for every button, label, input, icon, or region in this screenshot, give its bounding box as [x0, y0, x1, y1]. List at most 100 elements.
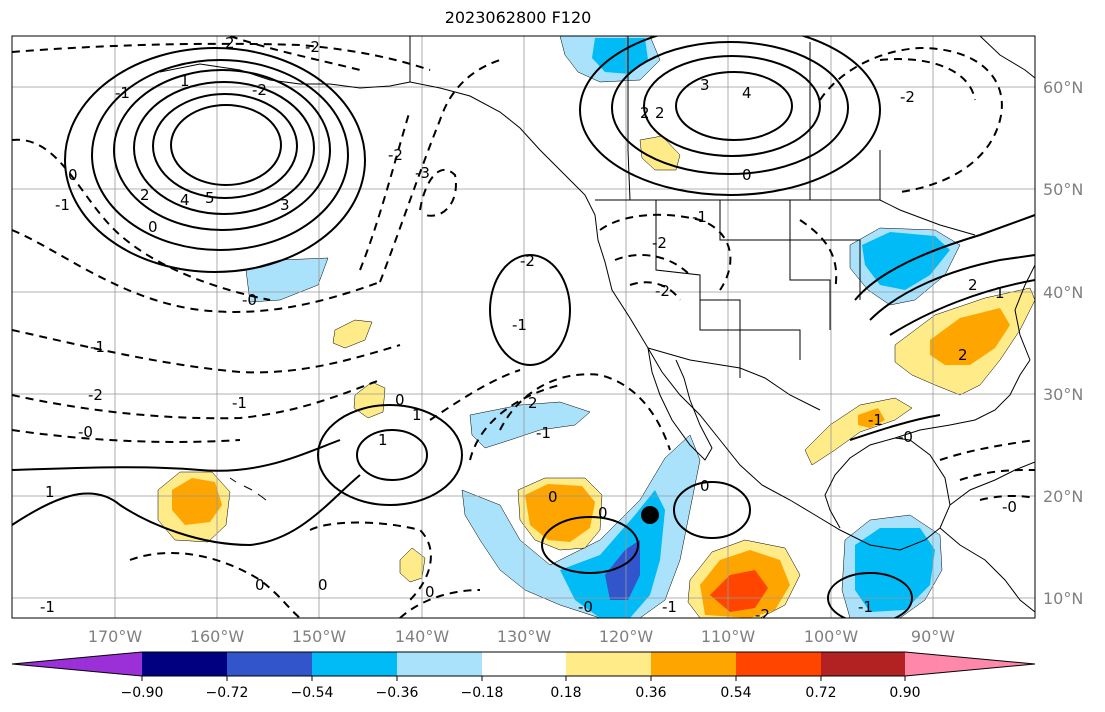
lat-label: 10°N [1043, 589, 1083, 608]
contour-label: -2 [520, 252, 535, 270]
contour-east-us-1 [854, 214, 1035, 301]
contour-label: 0 [700, 477, 710, 495]
border-state-1 [655, 200, 741, 378]
contour-high-subtropical-2 [356, 429, 428, 481]
contour-label: -2 [755, 606, 770, 624]
contour-label: 3 [700, 76, 710, 94]
contour-label: -1 [536, 424, 551, 442]
coast-east-us [1014, 264, 1035, 361]
lat-label: 50°N [1043, 180, 1083, 199]
lon-label: 90°W [911, 627, 955, 646]
dash-north-1 [12, 42, 431, 71]
shade-yellow-pacific-1 [332, 319, 373, 349]
contour-label: 1 [412, 406, 422, 424]
contour-label: -1 [858, 598, 873, 616]
colorbar-segment [12, 652, 142, 676]
coast-gulf-of-mexico [824, 437, 951, 529]
contour-label: 1 [180, 72, 190, 90]
contour-label: 2 [958, 346, 968, 364]
dash-west-coast-4 [614, 254, 691, 276]
contour-label: 1 [995, 284, 1005, 302]
shade-orange-southeast-us [930, 308, 1010, 365]
contour-label: -1 [692, 208, 707, 226]
colorbar-segment [482, 652, 566, 676]
contour-label: -2 [388, 146, 403, 164]
contour-label: 0 [548, 488, 558, 506]
dash-canada-1 [819, 46, 1003, 193]
hawaii-islands [229, 477, 267, 501]
contour-label: 2 [140, 186, 150, 204]
colorbar-tick-label: 0.72 [805, 685, 836, 701]
contour-label: 2 [640, 104, 650, 122]
border-state-4 [699, 300, 801, 360]
contour-high-aleutian-5 [152, 93, 298, 199]
colorbar-tick-label: 0.54 [720, 685, 751, 701]
contour-high-aleutian-2 [91, 59, 349, 251]
border-state-3 [789, 200, 861, 300]
contour-high-ca [827, 572, 913, 618]
dash-west-coast-2 [469, 384, 561, 461]
contour-label: 0 [318, 576, 328, 594]
dash-canada-2 [879, 58, 976, 101]
contour-label: 5 [205, 189, 215, 207]
contour-zero-west [12, 439, 341, 472]
lon-label: 140°W [395, 627, 450, 646]
contour-label: -0 [898, 428, 913, 446]
contour-label: 0 [148, 218, 158, 236]
colorbar-segment [651, 652, 736, 676]
contour-label: 0 [395, 391, 405, 409]
shade-orange-hawaii [172, 478, 222, 525]
lat-label: 20°N [1043, 487, 1083, 506]
colorbar-tick-label: −0.72 [206, 685, 249, 701]
coast-north-america-west [409, 36, 941, 551]
contour-label: -2 [900, 88, 915, 106]
contour-label: 0 [742, 166, 752, 184]
contour-high-aleutian-6 [170, 104, 282, 186]
contour-label: -1 [868, 411, 883, 429]
contour-label: -2 [652, 234, 667, 252]
contour-label: -0 [242, 291, 257, 309]
dash-pacific-5 [12, 429, 241, 443]
colorbar-tick-label: −0.90 [121, 685, 164, 701]
shade-blue-central-america-core [855, 528, 935, 612]
dash-north-2 [229, 36, 361, 71]
contour-label: -1 [115, 84, 130, 102]
latitude-labels: 60°N 50°N 40°N 30°N 20°N 10°N [1043, 78, 1083, 608]
coastlines [159, 36, 1035, 613]
coast-yucatan [949, 461, 1035, 506]
contour-high-aleutian-1 [64, 47, 366, 273]
contour-label: 0 [68, 166, 78, 184]
coast-baja [647, 347, 713, 461]
dash-central-1 [799, 219, 838, 291]
dash-pacific-3 [12, 329, 401, 374]
contour-label: 1 [378, 431, 388, 449]
colorbar-segment [821, 652, 905, 676]
contour-high-canada-1 [579, 36, 881, 196]
contour-high-canada-4 [675, 71, 793, 141]
colorbar-segment [397, 652, 482, 676]
contour-label: -1 [55, 196, 70, 214]
contour-label: -2 [88, 386, 103, 404]
coast-hudson [979, 36, 1035, 79]
colorbar-tick-label: 0.90 [889, 685, 920, 701]
contour-label: -1 [90, 338, 105, 356]
shade-yellow-gulf [804, 397, 913, 466]
dash-ep-south [399, 589, 481, 618]
lat-label: 40°N [1043, 283, 1083, 302]
colorbar: −0.90 −0.72 −0.54 −0.36 −0.18 0.18 0.36 … [11, 651, 1036, 701]
lon-label: 150°W [292, 627, 347, 646]
lat-label: 60°N [1043, 78, 1083, 97]
shade-orange-gulf [858, 408, 885, 428]
contour-high-subtropical-1 [317, 404, 463, 506]
contour-high-aleutian-4 [133, 81, 315, 215]
colorbar-tick-label: −0.18 [461, 685, 504, 701]
contour-one-west [12, 474, 361, 547]
lon-label: 130°W [497, 627, 552, 646]
contour-label: 0 [255, 576, 265, 594]
storm-center-marker [641, 506, 659, 524]
coast-gulf-north [894, 359, 1031, 439]
lon-label: 110°W [701, 627, 756, 646]
dash-east-1 [939, 439, 1035, 461]
contour-label: -0 [78, 423, 93, 441]
contour-high-offshore [489, 254, 571, 366]
